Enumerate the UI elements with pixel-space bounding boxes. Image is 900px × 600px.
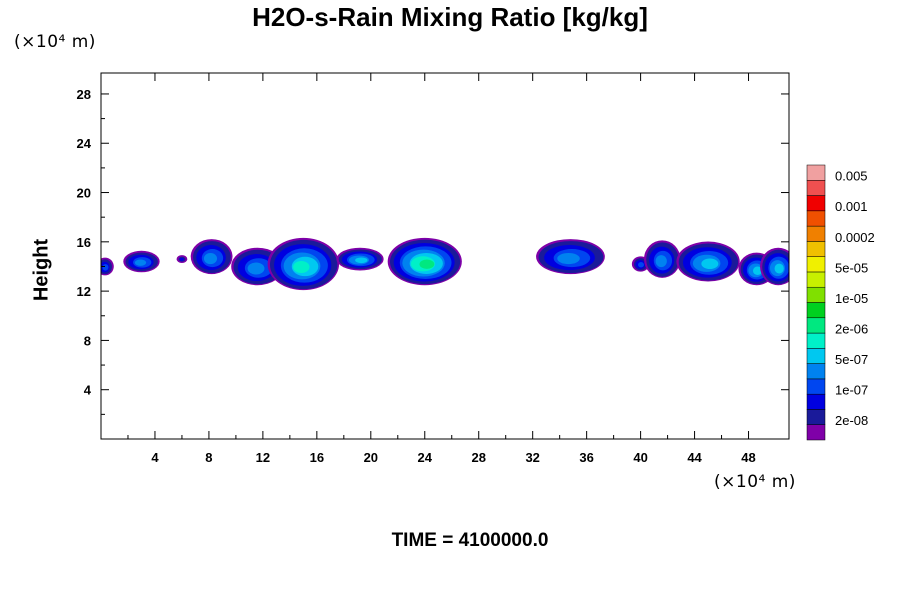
x-tick-label: 16 <box>310 450 324 465</box>
time-label: TIME = 4100000.0 <box>391 530 549 551</box>
rain-cloud <box>336 247 384 271</box>
cloud-contour <box>134 259 147 266</box>
y-tick-label: 28 <box>77 87 91 102</box>
cloud-contour <box>557 252 580 265</box>
x-tick-label: 40 <box>633 450 647 465</box>
rain-cloud <box>101 257 114 276</box>
x-tick-label: 12 <box>256 450 270 465</box>
rain-cloud <box>176 255 188 264</box>
cloud-contour <box>752 266 763 275</box>
cloud-contour <box>638 262 645 268</box>
rain-cloud <box>676 241 740 282</box>
x-tick-label: 32 <box>525 450 539 465</box>
x-tick-label: 36 <box>579 450 593 465</box>
y-tick-label: 8 <box>84 333 91 348</box>
x-tick-label: 8 <box>205 450 212 465</box>
cloud-contour <box>655 255 667 268</box>
cloud-contour <box>701 258 719 270</box>
x-tick-label: 4 <box>151 450 159 465</box>
cloud-contour <box>102 264 109 271</box>
rain-cloud <box>267 237 340 291</box>
x-axis-unit: (×10⁴ m) <box>714 472 796 492</box>
y-tick-label: 16 <box>77 235 91 250</box>
y-tick-label: 12 <box>77 284 91 299</box>
cloud-contour <box>419 259 435 269</box>
rain-cloud <box>760 247 789 286</box>
rain-cloud <box>536 239 605 275</box>
x-tick-label: 24 <box>418 450 433 465</box>
cloud-contour <box>179 257 184 261</box>
x-tick-label: 44 <box>687 450 702 465</box>
x-tick-label: 48 <box>741 450 755 465</box>
rain-cloud <box>190 239 233 275</box>
rain-cloud <box>123 250 160 273</box>
cloud-contour <box>774 263 784 274</box>
rain-cloud <box>644 240 681 278</box>
cloud-contour <box>355 257 368 264</box>
cloud-contour <box>203 252 218 265</box>
x-tick-label: 28 <box>471 450 485 465</box>
x-tick-label: 20 <box>364 450 378 465</box>
y-tick-label: 4 <box>84 383 92 398</box>
cloud-contour <box>247 262 265 275</box>
plot-frame <box>100 72 790 440</box>
y-tick-label: 20 <box>77 186 91 201</box>
chart-title: H2O-s-Rain Mixing Ratio [kg/kg] <box>252 2 648 32</box>
y-axis-unit: (×10⁴ m) <box>14 32 96 52</box>
cloud-contour <box>293 260 310 273</box>
y-tick-label: 24 <box>77 136 92 151</box>
rain-cloud <box>387 237 462 286</box>
